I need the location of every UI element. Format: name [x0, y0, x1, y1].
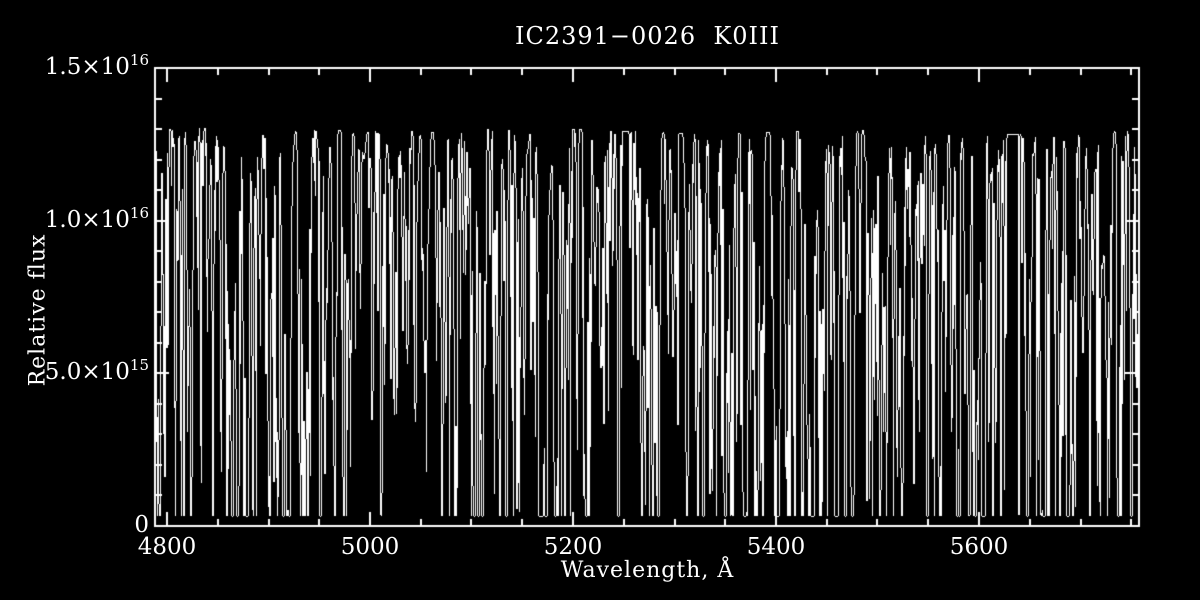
x-tick-label-5400: 5400 [746, 534, 806, 560]
y-tick-mantissa: 5.0×10 [44, 359, 130, 385]
x-tick-label-4800: 4800 [137, 534, 197, 560]
y-tick-mantissa: 1.0×10 [44, 207, 130, 233]
x-tick-label-5600: 5600 [949, 534, 1009, 560]
y-tick-label-5.0×10e15: 5.0×1015 [0, 356, 149, 387]
x-tick-label-5000: 5000 [340, 534, 400, 560]
y-tick-mantissa: 1.5×10 [44, 54, 130, 80]
y-tick-exponent: 16 [129, 204, 149, 222]
y-tick-label-1.5×10e16: 1.5×1016 [0, 51, 149, 82]
y-tick-mantissa: 0 [134, 512, 149, 538]
y-tick-label-1.0×10e16: 1.0×1016 [0, 204, 149, 235]
x-tick-label-5200: 5200 [543, 534, 603, 560]
y-tick-label-0: 0 [0, 512, 149, 538]
y-tick-exponent: 15 [129, 356, 149, 374]
plot-title: IC2391−0026 K0III [514, 22, 780, 50]
x-axis-label: Wavelength, Å [560, 558, 735, 583]
y-tick-exponent: 16 [129, 51, 149, 69]
